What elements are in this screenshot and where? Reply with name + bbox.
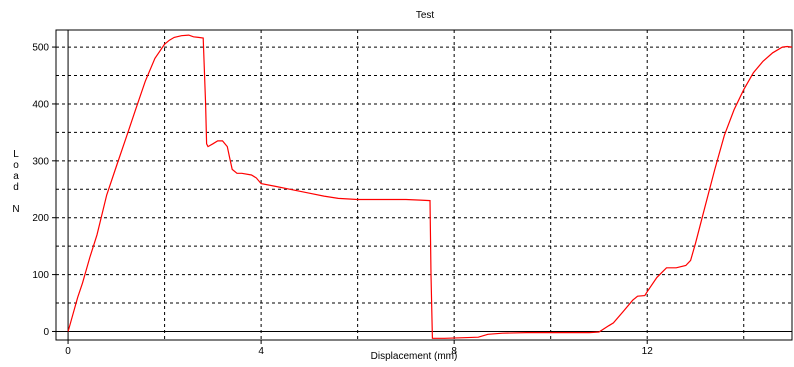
y-label-char: N xyxy=(12,204,19,215)
x-tick-label: 0 xyxy=(65,346,71,357)
x-axis-label: Displacement (mm) xyxy=(371,351,458,362)
plot-area xyxy=(55,29,793,341)
y-tick-label: 100 xyxy=(32,270,49,281)
chart-title: Test xyxy=(416,10,435,21)
y-tick-label: 200 xyxy=(32,213,49,224)
x-tick-label: 4 xyxy=(258,346,264,357)
y-tick-label: 0 xyxy=(43,327,49,338)
y-label-char: L xyxy=(13,149,19,160)
y-tick-label: 500 xyxy=(32,43,49,54)
x-tick-label: 12 xyxy=(642,346,654,357)
y-tick-label: 300 xyxy=(32,156,49,167)
axes xyxy=(56,30,792,340)
y-label-char: d xyxy=(13,182,19,193)
y-label-char: a xyxy=(13,171,19,182)
y-label-char: o xyxy=(13,160,19,171)
grid-lines xyxy=(56,30,792,340)
x-tick-label: 8 xyxy=(451,346,457,357)
tick-labels: 0 4 8 12 0 100 200 300 400 500 xyxy=(32,43,653,357)
series-line xyxy=(67,34,793,339)
y-tick-label: 400 xyxy=(32,99,49,110)
